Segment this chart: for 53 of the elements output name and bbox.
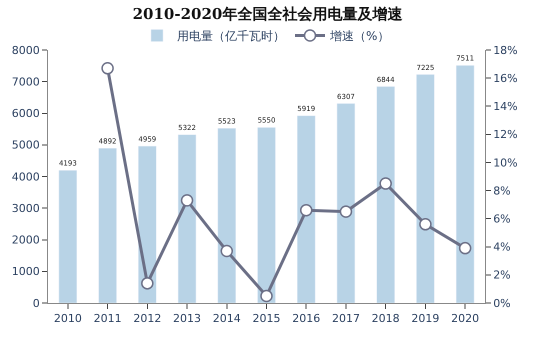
point [180, 194, 194, 207]
y2-tick-label: 14% [493, 100, 518, 114]
point [419, 218, 432, 231]
y-tick-label: 0 [32, 296, 40, 310]
point [300, 204, 312, 216]
bar [416, 74, 435, 303]
x-tick-label: 2018 [372, 312, 400, 326]
y2-tick-label: 4% [493, 240, 511, 254]
point [458, 242, 472, 254]
bar [376, 86, 395, 303]
point [101, 62, 114, 75]
point [379, 177, 392, 190]
y2-tick-label: 16% [493, 72, 518, 85]
y-tick-label: 8000 [12, 44, 40, 57]
y-tick-label: 4000 [12, 170, 40, 184]
x-tick-label: 2019 [411, 312, 440, 326]
point [340, 205, 352, 218]
y-tick-label: 7000 [12, 75, 40, 88]
legend-label: 增速（%） [329, 29, 390, 44]
y-tick-label: 2000 [12, 234, 40, 247]
y-tick-label: 3000 [12, 202, 40, 215]
point [141, 277, 154, 290]
y-tick-label: 5000 [12, 138, 40, 152]
x-tick-label: 2016 [292, 312, 320, 326]
x-tick-label: 2010 [54, 312, 82, 326]
x-tick-label: 2014 [212, 312, 241, 326]
y2-tick-label: 2% [493, 268, 511, 282]
x-tick-label: 2013 [173, 312, 202, 326]
y-tick-label: 1000 [12, 265, 40, 278]
bar [336, 103, 356, 303]
bar [218, 128, 236, 303]
point [220, 244, 234, 258]
legend-label: 用电量（亿千瓦时） [177, 29, 285, 44]
bar [58, 170, 78, 303]
y2-tick-label: 12% [493, 128, 518, 142]
chart-title: 2010-2020年全国全社会用电量及增速 [132, 4, 404, 23]
x-tick-label: 2011 [94, 312, 122, 326]
bar [98, 148, 117, 303]
x-tick-label: 2015 [252, 312, 280, 326]
y2-tick-label: 0% [493, 296, 511, 310]
y2-tick-label: 18% [493, 44, 518, 57]
y-tick-label: 6000 [12, 107, 40, 120]
x-tick-label: 2012 [133, 312, 162, 326]
y2-tick-label: 10% [493, 156, 518, 170]
x-tick-label: 2020 [451, 312, 480, 326]
y2-tick-label: 8% [493, 184, 511, 198]
bar [257, 127, 276, 303]
bar [297, 116, 316, 303]
point [260, 290, 273, 302]
bar [456, 65, 474, 303]
x-tick-label: 2017 [332, 312, 360, 326]
y2-tick-label: 6% [493, 212, 511, 226]
bar [178, 134, 196, 303]
